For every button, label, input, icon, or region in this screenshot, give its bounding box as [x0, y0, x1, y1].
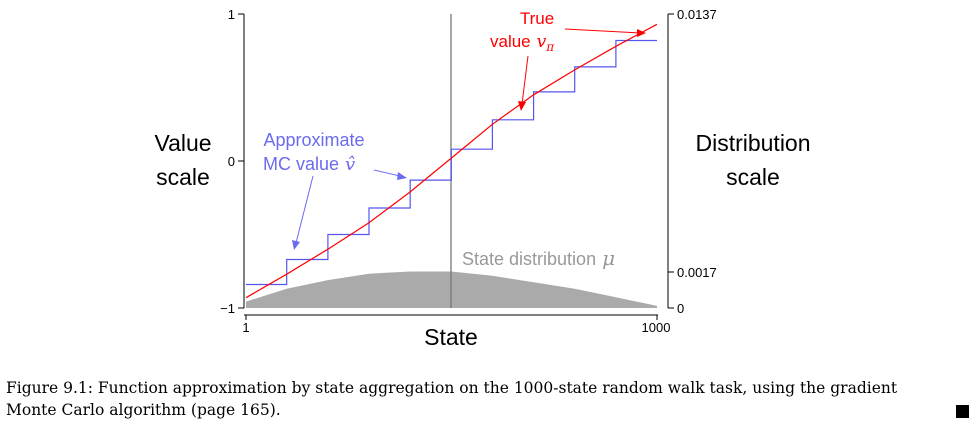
left-tick-label-0: 0 [228, 154, 235, 169]
right-tick-label-0017: 0.0017 [677, 265, 717, 280]
true-value-arrow-upper [564, 28, 641, 34]
approx-arrow-right-head [397, 172, 407, 180]
right-tick-label-0: 0 [677, 301, 684, 316]
true-value-label-line2: value vπ [490, 32, 555, 54]
left-axis-label-line2: scale [156, 164, 210, 190]
caption-line-1: Figure 9.1: Function approximation by st… [6, 379, 898, 397]
end-of-proof-square [956, 405, 969, 418]
approx-arrow-left [295, 175, 314, 244]
approx-arrow-right [373, 169, 401, 177]
true-value-arrow-lower [521, 55, 529, 105]
caption-line-2: Monte Carlo algorithm (page 165). [6, 401, 281, 419]
figure-caption: Figure 9.1: Function approximation by st… [6, 377, 968, 421]
approx-value-label-line2: MC value v̂ [263, 154, 355, 175]
true-value-arrow-lower-head [518, 101, 526, 111]
right-tick-label-0137: 0.0137 [677, 7, 717, 22]
state-distribution-label: State distribution μ [462, 246, 615, 270]
left-tick-label-1: 1 [228, 7, 235, 22]
left-axis-label-line1: Value [154, 130, 211, 156]
approx-value-label-line1: Approximate [263, 130, 364, 150]
true-value-arrow-upper-head [637, 29, 646, 37]
left-tick-label-neg1: −1 [220, 301, 235, 316]
approx-arrow-left-head [292, 240, 300, 250]
approximate-value-step-line [246, 39, 657, 286]
right-axis-label-line1: Distribution [695, 130, 810, 156]
right-axis-label-line2: scale [726, 164, 780, 190]
x-axis-label: State [424, 324, 478, 350]
true-value-label-line1: True [520, 9, 554, 28]
x-tick-label-1: 1 [242, 320, 249, 335]
figure-chart: 1 0 −1 0.0137 0.0017 0 1 1000 State Valu… [154, 7, 810, 350]
true-value-line [245, 23, 658, 299]
x-tick-label-1000: 1000 [642, 320, 671, 335]
